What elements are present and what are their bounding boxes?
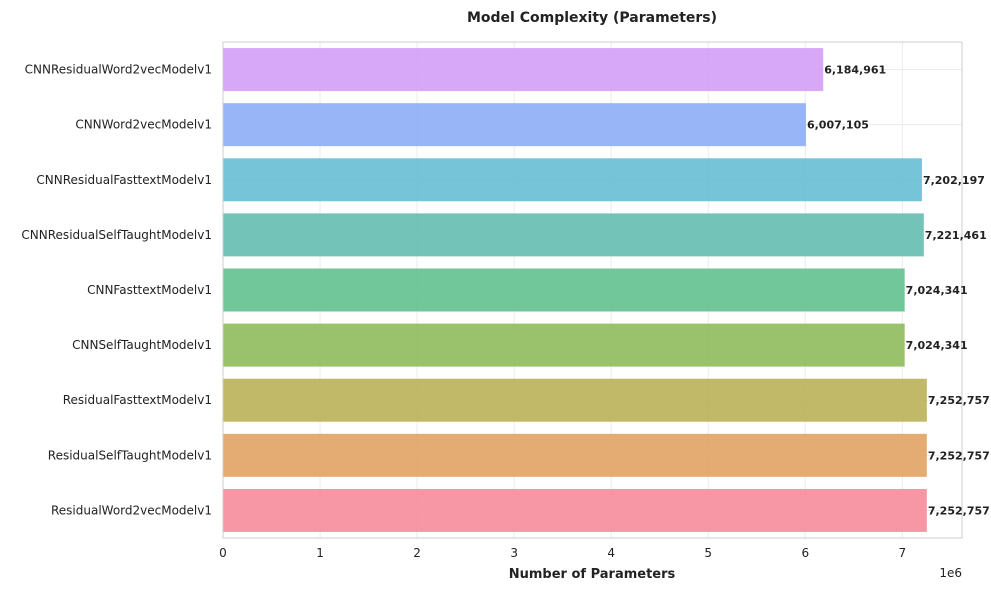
bars [223, 48, 927, 532]
value-labels: 6,184,961 6,007,105 7,202,197 7,221,461 7,02… [807, 64, 990, 518]
bar-value-label: 7,024,341 [906, 284, 968, 297]
x-tick-label: 2 [413, 546, 421, 560]
chart-title: Model Complexity (Parameters) [467, 10, 717, 26]
x-tick-label: 5 [704, 546, 712, 560]
bar [223, 103, 806, 147]
bar-value-label: 7,202,197 [923, 174, 985, 187]
x-tick-label: 4 [607, 546, 615, 560]
y-tick-label: ResidualWord2vecModelv1 [51, 503, 212, 517]
x-tick-label: 7 [898, 546, 906, 560]
bar [223, 48, 824, 92]
bar-value-label: 7,252,757 [928, 449, 990, 462]
y-tick-label: CNNSelfTaughtModelv1 [72, 338, 212, 352]
y-tick-label: CNNResidualWord2vecModelv1 [25, 63, 212, 77]
x-tick-label: 1 [316, 546, 324, 560]
x-scale-note: 1e6 [939, 566, 962, 580]
bar [223, 158, 922, 202]
bar [223, 268, 905, 312]
bar-value-label: 7,252,757 [928, 504, 990, 517]
x-axis-label: Number of Parameters [509, 567, 676, 582]
y-tick-label: ResidualSelfTaughtModelv1 [48, 448, 212, 462]
x-tick-label: 3 [510, 546, 518, 560]
bar [223, 213, 924, 257]
y-tick-labels: CNNResidualWord2vecModelv1 CNNWord2vecMod… [21, 63, 212, 518]
bar-value-label: 7,221,461 [925, 229, 987, 242]
bar [223, 433, 927, 477]
y-tick-label: ResidualFasttextModelv1 [63, 393, 212, 407]
y-tick-label: CNNWord2vecModelv1 [75, 118, 212, 132]
y-tick-label: CNNFasttextModelv1 [87, 283, 212, 297]
y-tick-label: CNNResidualSelfTaughtModelv1 [21, 228, 212, 242]
y-tick-label: CNNResidualFasttextModelv1 [36, 173, 212, 187]
x-tick-labels: 0 1 2 3 4 5 6 7 [219, 546, 906, 560]
bar-value-label: 7,024,341 [906, 339, 968, 352]
bar-value-label: 6,184,961 [824, 64, 886, 77]
bar [223, 323, 905, 367]
bar [223, 488, 927, 532]
plot-frame [222, 41, 963, 539]
bar [223, 378, 927, 422]
bar-value-label: 7,252,757 [928, 394, 990, 407]
bar-value-label: 6,007,105 [807, 119, 869, 132]
x-tick-label: 0 [219, 546, 227, 560]
x-tick-label: 6 [801, 546, 809, 560]
